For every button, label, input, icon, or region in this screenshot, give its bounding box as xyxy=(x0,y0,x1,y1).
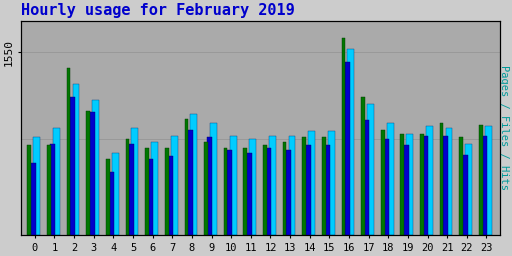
Bar xyxy=(30,163,36,235)
Bar xyxy=(348,49,354,235)
Bar xyxy=(210,123,217,235)
Bar xyxy=(165,148,168,235)
Bar xyxy=(92,100,99,235)
Bar xyxy=(423,136,429,235)
Bar xyxy=(266,148,271,235)
Bar xyxy=(302,137,306,235)
Bar xyxy=(443,136,448,235)
Bar xyxy=(227,150,232,235)
Bar xyxy=(305,145,311,235)
Bar xyxy=(112,153,119,235)
Bar xyxy=(283,142,286,235)
Bar xyxy=(445,128,453,235)
Bar xyxy=(407,134,413,235)
Bar xyxy=(361,97,365,235)
Bar xyxy=(87,111,90,235)
Bar xyxy=(148,159,154,235)
Bar xyxy=(184,119,188,235)
Bar xyxy=(73,84,79,235)
Bar xyxy=(246,153,251,235)
Bar xyxy=(308,131,315,235)
Bar xyxy=(224,148,227,235)
Bar xyxy=(204,142,208,235)
Bar xyxy=(33,137,40,235)
Bar xyxy=(482,136,487,235)
Bar xyxy=(289,136,295,235)
Bar xyxy=(440,123,443,235)
Bar xyxy=(109,172,114,235)
Bar xyxy=(263,145,267,235)
Bar xyxy=(70,97,75,235)
Bar xyxy=(125,139,130,235)
Bar xyxy=(207,137,212,235)
Bar xyxy=(381,130,385,235)
Bar xyxy=(286,150,291,235)
Bar xyxy=(420,134,424,235)
Bar xyxy=(367,104,374,235)
Bar xyxy=(485,126,492,235)
Bar xyxy=(325,145,330,235)
Bar xyxy=(187,130,193,235)
Bar xyxy=(465,144,472,235)
Bar xyxy=(170,136,178,235)
Bar xyxy=(479,125,483,235)
Bar xyxy=(190,114,197,235)
Bar xyxy=(403,145,409,235)
Bar xyxy=(50,144,55,235)
Y-axis label: Pages / Files / Hits: Pages / Files / Hits xyxy=(499,66,508,190)
Bar xyxy=(229,136,237,235)
Bar xyxy=(400,134,404,235)
Bar xyxy=(322,137,326,235)
Bar xyxy=(243,148,247,235)
Bar xyxy=(342,38,345,235)
Bar xyxy=(459,137,463,235)
Bar xyxy=(47,145,51,235)
Bar xyxy=(145,148,149,235)
Text: Hourly usage for February 2019: Hourly usage for February 2019 xyxy=(21,4,295,18)
Bar xyxy=(129,144,134,235)
Bar xyxy=(462,155,467,235)
Bar xyxy=(384,139,389,235)
Bar xyxy=(106,159,110,235)
Bar xyxy=(426,126,433,235)
Bar xyxy=(168,156,173,235)
Bar xyxy=(328,131,335,235)
Bar xyxy=(269,136,276,235)
Bar xyxy=(28,145,31,235)
Bar xyxy=(151,142,158,235)
Bar xyxy=(249,139,256,235)
Bar xyxy=(89,112,95,235)
Bar xyxy=(67,68,71,235)
Bar xyxy=(53,128,60,235)
Bar xyxy=(345,62,350,235)
Bar xyxy=(364,120,370,235)
Bar xyxy=(132,128,138,235)
Bar xyxy=(387,123,394,235)
